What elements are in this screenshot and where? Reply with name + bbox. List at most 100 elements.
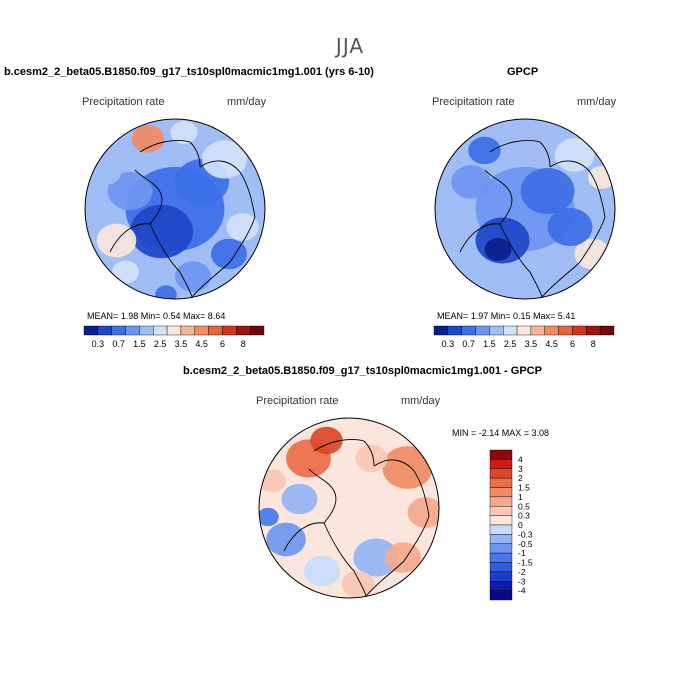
coastline xyxy=(139,140,201,168)
panel-2-stats: MEAN= 1.97 Min= 0.15 Max= 5.41 xyxy=(437,311,576,321)
colorbar-tick-label: 0.3 xyxy=(442,339,455,349)
coastline xyxy=(109,169,163,253)
colorbar-tick-label: 2 xyxy=(518,473,523,483)
panel-1-map xyxy=(84,118,266,300)
panel-2-map xyxy=(434,118,616,300)
colorbar-swatch xyxy=(447,325,462,336)
precip-region xyxy=(355,444,388,473)
precip-region xyxy=(382,446,433,489)
panel-2-variable-label: Precipitation rate xyxy=(432,96,515,108)
coastline xyxy=(365,515,430,597)
colorbar-tick-label: 1 xyxy=(518,492,523,502)
colorbar-tick-label: -1 xyxy=(518,548,526,558)
colorbar-swatch xyxy=(139,325,154,336)
panel-1-units-label: mm/day xyxy=(227,96,267,108)
precip-region xyxy=(310,426,343,455)
colorbar-swatch xyxy=(489,515,513,526)
colorbar-swatch xyxy=(489,325,504,336)
colorbar-swatch xyxy=(586,325,601,336)
colorbar-swatch xyxy=(489,449,513,460)
colorbar-tick-label: 3.5 xyxy=(525,339,538,349)
coastline xyxy=(149,223,193,298)
colorbar-tick-label: 0.5 xyxy=(518,501,530,511)
colorbar-tick-label: 1.5 xyxy=(133,339,146,349)
colorbar-tick-label: 0.7 xyxy=(112,339,125,349)
colorbar-tick-label: -0.3 xyxy=(518,529,533,539)
colorbar-tick-label: 3 xyxy=(518,464,523,474)
colorbar-swatch xyxy=(489,459,513,469)
colorbar-tick-label: 3.5 xyxy=(175,339,188,349)
coastline xyxy=(489,140,551,168)
colorbar-tick-label: 6 xyxy=(570,339,575,349)
colorbar-swatch xyxy=(489,487,513,498)
precip-region xyxy=(281,483,318,515)
colorbar-tick-label: 0.3 xyxy=(92,339,105,349)
colorbar-tick-label: 8 xyxy=(241,339,246,349)
colorbar-swatch xyxy=(111,325,126,336)
precip-region xyxy=(170,121,198,144)
colorbar-tick-label: 0.7 xyxy=(462,339,475,349)
colorbar-swatch xyxy=(503,325,518,336)
precip-region xyxy=(468,136,501,165)
panel-1-stats: MEAN= 1.98 Min= 0.54 Max= 8.64 xyxy=(87,311,226,321)
panel-2-colorbar: 0.3 0.7 1.5 2.5 3.5 4.5 6 8 xyxy=(433,325,615,349)
colorbar-tick-label: -1.5 xyxy=(518,558,533,568)
colorbar-swatch xyxy=(558,325,573,336)
colorbar-swatch xyxy=(125,325,140,336)
panel-3-stats: MIN = -2.14 MAX = 3.08 xyxy=(452,428,550,438)
map-boundary xyxy=(84,118,266,300)
precip-region xyxy=(211,238,247,270)
colorbar-tick-label: 8 xyxy=(591,339,596,349)
colorbar-swatch xyxy=(489,552,513,563)
precip-region xyxy=(202,140,247,179)
precip-region xyxy=(226,213,259,241)
precip-region xyxy=(175,261,211,292)
colorbar-tick-label: -4 xyxy=(518,586,526,596)
colorbar-swatch xyxy=(83,325,99,336)
colorbar-swatch xyxy=(599,325,615,336)
colorbar-tick-label: 4.5 xyxy=(195,339,208,349)
colorbar-swatch xyxy=(489,534,513,544)
panel-1-colorbar: 0.3 0.7 1.5 2.5 3.5 4.5 6 8 xyxy=(83,325,265,349)
colorbar-swatch xyxy=(572,325,587,336)
precip-region xyxy=(107,171,153,211)
coastline xyxy=(313,439,375,467)
colorbar-tick-label: 1.5 xyxy=(483,339,496,349)
precip-region xyxy=(451,165,491,199)
precip-region xyxy=(112,260,139,284)
colorbar-swatch xyxy=(208,325,223,336)
coastline xyxy=(283,468,337,552)
panel-3-title: b.cesm2_2_beta05.B1850.f09_g17_ts10spl0m… xyxy=(183,365,542,377)
precip-region xyxy=(407,497,439,528)
colorbar-swatch xyxy=(544,325,559,336)
colorbar-swatch xyxy=(249,325,265,336)
colorbar-swatch xyxy=(530,325,545,336)
colorbar-swatch xyxy=(489,581,513,591)
colorbar-swatch xyxy=(489,590,513,601)
precip-region xyxy=(588,166,615,189)
coastline xyxy=(373,459,430,517)
colorbar-tick-label: 0.3 xyxy=(518,511,530,521)
panel-2-title: GPCP xyxy=(507,66,539,78)
precip-region xyxy=(259,469,286,493)
colorbar-swatch xyxy=(222,325,237,336)
precip-region xyxy=(341,570,375,598)
panel-3-variable-label: Precipitation rate xyxy=(256,395,339,407)
precip-region xyxy=(155,285,177,299)
colorbar-tick-label: 4.5 xyxy=(545,339,558,349)
precip-region xyxy=(554,138,595,172)
coastline xyxy=(549,160,606,218)
colorbar-swatch xyxy=(180,325,195,336)
colorbar-tick-label: 4 xyxy=(518,454,523,464)
colorbar-swatch xyxy=(475,325,490,336)
panel-1-title: b.cesm2_2_beta05.B1850.f09_g17_ts10spl0m… xyxy=(4,66,374,78)
colorbar-swatch xyxy=(489,571,513,582)
precip-region xyxy=(484,238,512,261)
colorbar-tick-label: 1.5 xyxy=(518,483,530,493)
precip-region xyxy=(520,168,575,214)
colorbar-swatch xyxy=(489,524,513,535)
colorbar-swatch xyxy=(461,325,476,336)
precip-region xyxy=(259,507,279,527)
colorbar-swatch xyxy=(433,325,449,336)
panel-3-map xyxy=(258,417,440,599)
